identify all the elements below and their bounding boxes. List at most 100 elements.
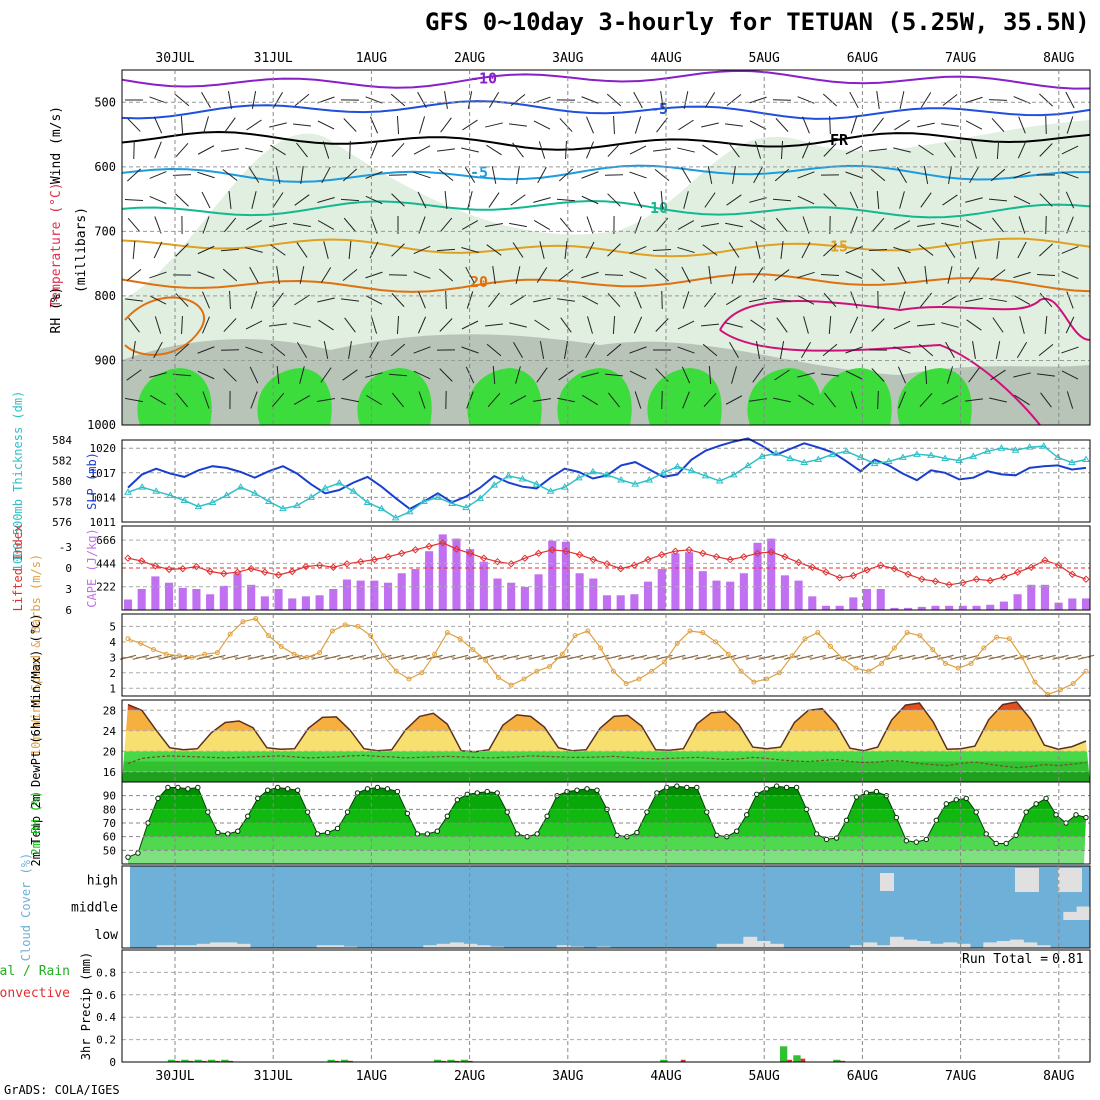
temp-tick-label: 20	[103, 745, 116, 758]
thickness-point	[1011, 446, 1020, 453]
wind-barb	[510, 93, 526, 107]
cape-bar	[835, 605, 844, 610]
wind-speed-point	[636, 676, 642, 682]
lifted-index-point	[384, 553, 392, 561]
wind-barb	[677, 346, 695, 354]
wind-barb	[418, 116, 426, 134]
wind-barb	[971, 141, 977, 159]
wind-barb	[202, 291, 210, 309]
wind-barb	[820, 373, 840, 377]
lifted-index-point	[261, 568, 269, 576]
wind-barb-10m	[1026, 654, 1044, 660]
wind-barb	[342, 269, 358, 281]
rh-point	[1023, 809, 1029, 815]
lifted-index-point	[589, 555, 598, 564]
thickness-point	[236, 483, 245, 490]
lifted-index-point	[398, 549, 406, 558]
thickness-point	[1039, 442, 1048, 449]
wind-barb	[704, 192, 716, 208]
cape-bar	[425, 551, 434, 610]
thickness-point	[391, 513, 400, 521]
thickness-point	[955, 456, 964, 463]
temp-line	[127, 701, 1087, 753]
wind-barb	[581, 171, 599, 179]
wind-barb	[1066, 291, 1074, 309]
rh-axis-label: RH (%)	[49, 287, 64, 334]
wind-barb	[536, 367, 548, 383]
wind-barb	[300, 166, 304, 184]
wind-barb	[871, 268, 885, 282]
wind-barb	[391, 392, 405, 408]
lifted-index-point	[781, 553, 789, 561]
wind-barb	[438, 268, 454, 282]
temp-band	[122, 771, 1090, 782]
cloud-layer-label: high	[87, 874, 118, 889]
cloud-bar-low	[930, 943, 944, 948]
wind-barb	[344, 317, 356, 333]
rh-point	[474, 790, 480, 796]
wind-barb	[202, 391, 210, 409]
cloud-bar-low	[716, 943, 731, 948]
wind-barb	[565, 140, 567, 160]
wind-barb	[652, 248, 672, 252]
thickness-point	[476, 494, 485, 501]
cape-bar	[616, 595, 625, 610]
wind-barb	[317, 120, 335, 130]
wind-barb	[868, 249, 888, 251]
wind-speed-point	[278, 643, 284, 649]
rh-tick-label: 70	[103, 817, 116, 830]
wind-barb	[604, 274, 624, 276]
thickness-point	[574, 473, 583, 481]
rh-green-region	[257, 368, 332, 425]
wind-barb	[343, 118, 357, 132]
thickness-point	[1025, 443, 1034, 450]
wind-barb	[491, 166, 497, 184]
cape-bar	[1068, 598, 1077, 610]
wind-barb-10m	[145, 654, 162, 660]
wind-barb-10m	[822, 654, 839, 660]
thickness-point	[180, 496, 189, 503]
wind-barb	[945, 341, 955, 359]
lifted-index-point	[220, 569, 228, 578]
rh-green-region	[747, 368, 822, 425]
wind-barb	[752, 267, 764, 283]
precip-total-bar	[833, 1059, 841, 1062]
wind-barb	[181, 315, 183, 335]
wind-barb	[1039, 243, 1053, 257]
rh-band	[128, 836, 1086, 851]
thickness-point	[194, 502, 203, 510]
wind-barb	[1044, 315, 1048, 335]
panel-frame-slp-thickness	[121, 439, 1091, 523]
wind-barb	[272, 192, 284, 208]
cape-bar	[931, 605, 940, 610]
thickness-point	[434, 493, 442, 500]
wind-barb	[972, 341, 976, 359]
wind-barb	[820, 274, 840, 276]
lifted-index-point	[877, 561, 885, 569]
rh-point	[414, 831, 421, 837]
wind-barb	[342, 168, 358, 182]
rh-point	[744, 812, 750, 818]
cloud-bar-low	[890, 936, 904, 948]
precip-total-bar	[167, 1059, 176, 1062]
wind-barb	[559, 217, 573, 233]
rh-point	[304, 809, 311, 815]
thickness-point	[941, 454, 950, 461]
wind-barb	[488, 292, 500, 308]
thickness-point	[758, 452, 766, 459]
wind-speed-line	[127, 617, 1087, 696]
cape-bar	[999, 601, 1008, 610]
wind-barb	[824, 392, 836, 408]
slp-tick-label: 1011	[90, 516, 117, 529]
wind-barb-10m	[349, 654, 367, 660]
wind-barb	[707, 166, 713, 184]
wind-barb	[612, 315, 616, 335]
lifted-index-point	[959, 578, 967, 587]
isotherm-line	[121, 100, 1091, 120]
date-label-top: 30JUL	[155, 51, 194, 66]
rh-tick-label: 80	[103, 803, 116, 816]
cape-bar	[917, 606, 926, 610]
lifted-index-point	[671, 547, 680, 555]
wind-barb	[539, 341, 545, 359]
wind-barb	[1037, 373, 1055, 377]
